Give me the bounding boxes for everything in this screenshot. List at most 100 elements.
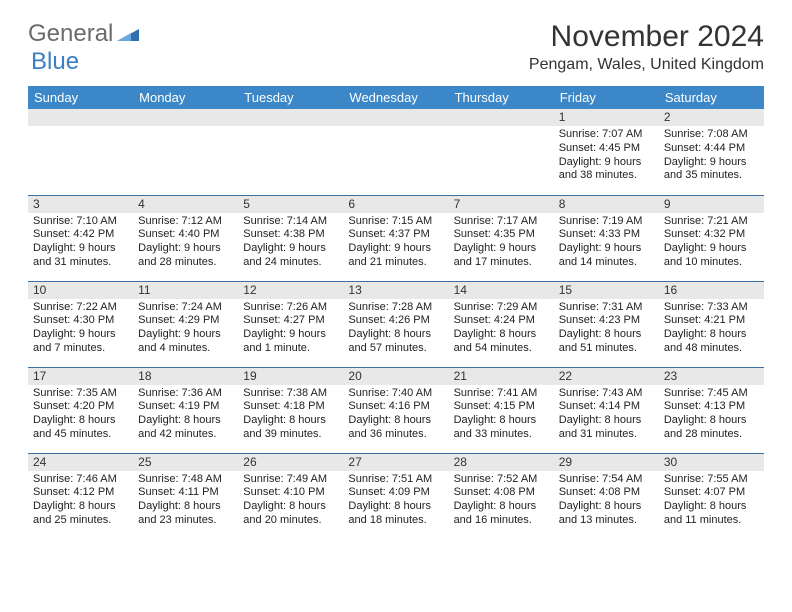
day-detail-line: Daylight: 9 hours: [559, 242, 654, 256]
day-detail-line: and 48 minutes.: [664, 342, 759, 356]
day-detail-line: Sunset: 4:08 PM: [559, 486, 654, 500]
calendar-day-cell: 30Sunrise: 7:55 AMSunset: 4:07 PMDayligh…: [659, 453, 764, 539]
month-title: November 2024: [529, 20, 764, 54]
day-detail-line: Sunrise: 7:49 AM: [243, 473, 338, 487]
calendar-day-cell: 22Sunrise: 7:43 AMSunset: 4:14 PMDayligh…: [554, 367, 659, 453]
day-detail-line: and 25 minutes.: [33, 514, 128, 528]
day-number: 3: [28, 196, 133, 213]
calendar-table: SundayMondayTuesdayWednesdayThursdayFrid…: [28, 86, 764, 539]
day-detail-line: and 18 minutes.: [348, 514, 443, 528]
day-number: 10: [28, 282, 133, 299]
calendar-day-cell: 17Sunrise: 7:35 AMSunset: 4:20 PMDayligh…: [28, 367, 133, 453]
day-detail-line: Daylight: 9 hours: [559, 156, 654, 170]
day-number: 8: [554, 196, 659, 213]
day-details: Sunrise: 7:24 AMSunset: 4:29 PMDaylight:…: [133, 299, 238, 360]
day-detail-line: Sunrise: 7:43 AM: [559, 387, 654, 401]
day-details: Sunrise: 7:08 AMSunset: 4:44 PMDaylight:…: [659, 126, 764, 187]
day-details: Sunrise: 7:49 AMSunset: 4:10 PMDaylight:…: [238, 471, 343, 532]
day-detail-line: and 10 minutes.: [664, 256, 759, 270]
day-detail-line: and 23 minutes.: [138, 514, 233, 528]
weekday-header: Tuesday: [238, 86, 343, 109]
weekday-header: Wednesday: [343, 86, 448, 109]
calendar-day-cell: 12Sunrise: 7:26 AMSunset: 4:27 PMDayligh…: [238, 281, 343, 367]
day-detail-line: Sunset: 4:40 PM: [138, 228, 233, 242]
weekday-header: Friday: [554, 86, 659, 109]
day-details: Sunrise: 7:15 AMSunset: 4:37 PMDaylight:…: [343, 213, 448, 274]
day-detail-line: Sunrise: 7:29 AM: [454, 301, 549, 315]
day-number: 27: [343, 454, 448, 471]
calendar-day-cell: 7Sunrise: 7:17 AMSunset: 4:35 PMDaylight…: [449, 195, 554, 281]
calendar-day-cell: 16Sunrise: 7:33 AMSunset: 4:21 PMDayligh…: [659, 281, 764, 367]
calendar-week-row: 10Sunrise: 7:22 AMSunset: 4:30 PMDayligh…: [28, 281, 764, 367]
day-detail-line: Sunset: 4:37 PM: [348, 228, 443, 242]
day-detail-line: Sunset: 4:18 PM: [243, 400, 338, 414]
day-number: 18: [133, 368, 238, 385]
day-detail-line: Sunrise: 7:38 AM: [243, 387, 338, 401]
day-detail-line: and 21 minutes.: [348, 256, 443, 270]
day-detail-line: Sunset: 4:45 PM: [559, 142, 654, 156]
day-detail-line: Sunrise: 7:40 AM: [348, 387, 443, 401]
day-detail-line: Sunrise: 7:31 AM: [559, 301, 654, 315]
day-detail-line: Sunset: 4:09 PM: [348, 486, 443, 500]
day-detail-line: Daylight: 8 hours: [138, 500, 233, 514]
day-detail-line: Sunrise: 7:07 AM: [559, 128, 654, 142]
day-details: Sunrise: 7:41 AMSunset: 4:15 PMDaylight:…: [449, 385, 554, 446]
day-details: Sunrise: 7:31 AMSunset: 4:23 PMDaylight:…: [554, 299, 659, 360]
day-detail-line: and 24 minutes.: [243, 256, 338, 270]
day-number: 19: [238, 368, 343, 385]
day-details: Sunrise: 7:51 AMSunset: 4:09 PMDaylight:…: [343, 471, 448, 532]
day-detail-line: Daylight: 8 hours: [243, 500, 338, 514]
logo-text-2: Blue: [31, 48, 79, 76]
day-details: Sunrise: 7:17 AMSunset: 4:35 PMDaylight:…: [449, 213, 554, 274]
day-detail-line: Sunset: 4:08 PM: [454, 486, 549, 500]
calendar-day-cell: 6Sunrise: 7:15 AMSunset: 4:37 PMDaylight…: [343, 195, 448, 281]
title-block: November 2024 Pengam, Wales, United King…: [529, 20, 764, 74]
day-detail-line: Daylight: 9 hours: [33, 328, 128, 342]
day-detail-line: and 35 minutes.: [664, 169, 759, 183]
day-detail-line: and 38 minutes.: [559, 169, 654, 183]
day-detail-line: Daylight: 8 hours: [454, 500, 549, 514]
weekday-header: Saturday: [659, 86, 764, 109]
day-detail-line: Sunrise: 7:52 AM: [454, 473, 549, 487]
day-detail-line: Sunrise: 7:22 AM: [33, 301, 128, 315]
day-detail-line: Sunset: 4:12 PM: [33, 486, 128, 500]
day-number: 9: [659, 196, 764, 213]
day-details: Sunrise: 7:19 AMSunset: 4:33 PMDaylight:…: [554, 213, 659, 274]
day-details: Sunrise: 7:12 AMSunset: 4:40 PMDaylight:…: [133, 213, 238, 274]
day-detail-line: and 31 minutes.: [559, 428, 654, 442]
day-detail-line: Daylight: 8 hours: [138, 414, 233, 428]
calendar-day-cell: 25Sunrise: 7:48 AMSunset: 4:11 PMDayligh…: [133, 453, 238, 539]
day-detail-line: Daylight: 8 hours: [243, 414, 338, 428]
calendar-week-row: 3Sunrise: 7:10 AMSunset: 4:42 PMDaylight…: [28, 195, 764, 281]
day-number: 28: [449, 454, 554, 471]
day-detail-line: Sunset: 4:24 PM: [454, 314, 549, 328]
day-detail-line: Daylight: 8 hours: [559, 328, 654, 342]
day-number: 11: [133, 282, 238, 299]
day-detail-line: Sunset: 4:21 PM: [664, 314, 759, 328]
day-detail-line: Sunset: 4:32 PM: [664, 228, 759, 242]
day-detail-line: and 51 minutes.: [559, 342, 654, 356]
day-detail-line: Sunrise: 7:51 AM: [348, 473, 443, 487]
day-detail-line: Daylight: 8 hours: [348, 500, 443, 514]
day-detail-line: Daylight: 9 hours: [138, 328, 233, 342]
day-details: Sunrise: 7:48 AMSunset: 4:11 PMDaylight:…: [133, 471, 238, 532]
day-detail-line: Sunset: 4:19 PM: [138, 400, 233, 414]
day-detail-line: Sunset: 4:42 PM: [33, 228, 128, 242]
day-detail-line: Sunset: 4:30 PM: [33, 314, 128, 328]
day-detail-line: Daylight: 8 hours: [559, 500, 654, 514]
day-number: 12: [238, 282, 343, 299]
day-detail-line: Daylight: 8 hours: [454, 328, 549, 342]
day-details: Sunrise: 7:10 AMSunset: 4:42 PMDaylight:…: [28, 213, 133, 274]
day-detail-line: Sunset: 4:23 PM: [559, 314, 654, 328]
calendar-day-cell: 2Sunrise: 7:08 AMSunset: 4:44 PMDaylight…: [659, 109, 764, 195]
day-number: 30: [659, 454, 764, 471]
day-detail-line: Daylight: 8 hours: [33, 414, 128, 428]
calendar-week-row: 24Sunrise: 7:46 AMSunset: 4:12 PMDayligh…: [28, 453, 764, 539]
day-detail-line: Sunset: 4:14 PM: [559, 400, 654, 414]
day-detail-line: Daylight: 8 hours: [664, 328, 759, 342]
calendar-day-cell: 23Sunrise: 7:45 AMSunset: 4:13 PMDayligh…: [659, 367, 764, 453]
day-detail-line: Sunrise: 7:24 AM: [138, 301, 233, 315]
day-number: 5: [238, 196, 343, 213]
day-detail-line: Daylight: 8 hours: [348, 414, 443, 428]
day-detail-line: Sunset: 4:35 PM: [454, 228, 549, 242]
